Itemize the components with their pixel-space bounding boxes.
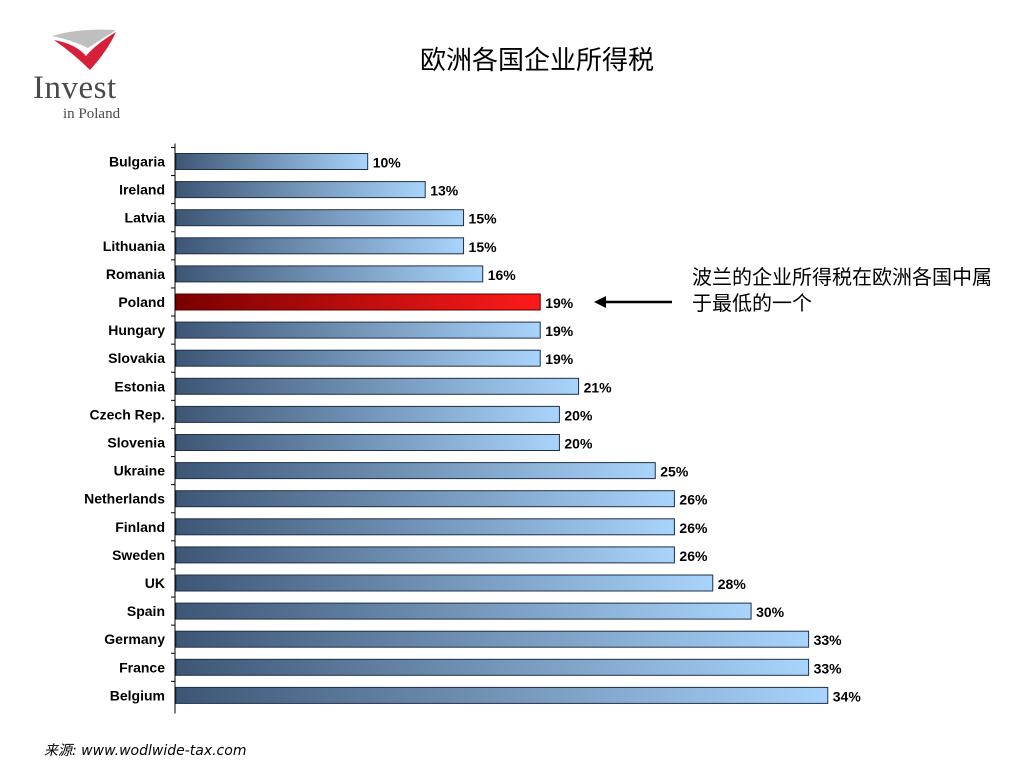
category-label: Spain bbox=[127, 603, 165, 619]
category-label: Germany bbox=[104, 631, 165, 647]
bar bbox=[175, 153, 369, 170]
bar bbox=[175, 630, 810, 648]
bar bbox=[175, 265, 484, 283]
category-label: Belgium bbox=[110, 687, 165, 703]
value-label: 28% bbox=[718, 576, 747, 592]
category-label: Netherlands bbox=[84, 491, 165, 507]
category-label: Ireland bbox=[119, 182, 165, 198]
annotation-text: 波兰的企业所得税在欧洲各国中属于最低的一个 bbox=[692, 265, 992, 315]
bar-highlight bbox=[175, 293, 541, 311]
bar bbox=[175, 321, 541, 339]
value-label: 33% bbox=[814, 632, 843, 648]
value-label: 15% bbox=[469, 239, 498, 255]
bar bbox=[175, 237, 465, 255]
category-label: Ukraine bbox=[114, 463, 166, 479]
value-label: 33% bbox=[814, 660, 843, 676]
category-label: UK bbox=[145, 575, 165, 591]
logo-word-main: Invest bbox=[33, 70, 117, 106]
bar bbox=[175, 377, 580, 395]
bar bbox=[175, 602, 752, 620]
value-label: 19% bbox=[545, 295, 574, 311]
bar bbox=[175, 434, 560, 451]
bar bbox=[175, 658, 810, 676]
bar bbox=[175, 546, 675, 564]
bar bbox=[175, 209, 465, 227]
category-label: Lithuania bbox=[103, 238, 165, 254]
value-label: 26% bbox=[679, 520, 708, 536]
flag-ribbon-icon bbox=[52, 29, 116, 70]
bar bbox=[175, 518, 675, 536]
value-label: 20% bbox=[564, 407, 593, 423]
category-label: Finland bbox=[115, 519, 165, 535]
category-label: Estonia bbox=[114, 378, 165, 394]
category-label: Poland bbox=[118, 294, 165, 310]
category-label: Slovenia bbox=[107, 435, 165, 451]
category-label: Romania bbox=[106, 266, 165, 282]
bar bbox=[175, 490, 675, 508]
value-label: 26% bbox=[679, 492, 708, 508]
value-label: 25% bbox=[660, 464, 689, 480]
source-note: 来源: www.wodlwide-tax.com bbox=[44, 743, 247, 759]
category-label: Hungary bbox=[108, 322, 165, 338]
value-label: 13% bbox=[430, 183, 459, 199]
value-label: 26% bbox=[679, 548, 708, 564]
value-label: 19% bbox=[545, 351, 574, 367]
bar bbox=[175, 181, 426, 199]
category-label: Sweden bbox=[112, 547, 165, 563]
bar bbox=[175, 405, 560, 423]
category-label: Slovakia bbox=[108, 350, 165, 366]
logo-word-sub: in Poland bbox=[63, 106, 121, 122]
invest-in-poland-logo: Invest in Poland bbox=[30, 26, 150, 126]
category-label: Bulgaria bbox=[109, 154, 165, 170]
chart-title: 欧洲各国企业所得税 bbox=[419, 46, 654, 76]
value-label: 34% bbox=[833, 688, 862, 704]
value-label: 15% bbox=[469, 211, 498, 227]
category-label: Czech Rep. bbox=[90, 406, 165, 422]
bar bbox=[175, 574, 714, 592]
category-label: Latvia bbox=[125, 210, 166, 226]
bar bbox=[175, 686, 829, 704]
bar bbox=[175, 462, 656, 480]
value-label: 19% bbox=[545, 323, 574, 339]
bar bbox=[175, 349, 541, 367]
value-label: 16% bbox=[488, 267, 517, 283]
value-label: 20% bbox=[564, 436, 593, 452]
left-arrow-icon bbox=[594, 296, 672, 308]
value-label: 21% bbox=[584, 379, 613, 395]
value-label: 10% bbox=[373, 155, 402, 171]
category-label: France bbox=[119, 659, 165, 675]
value-label: 30% bbox=[756, 604, 785, 620]
